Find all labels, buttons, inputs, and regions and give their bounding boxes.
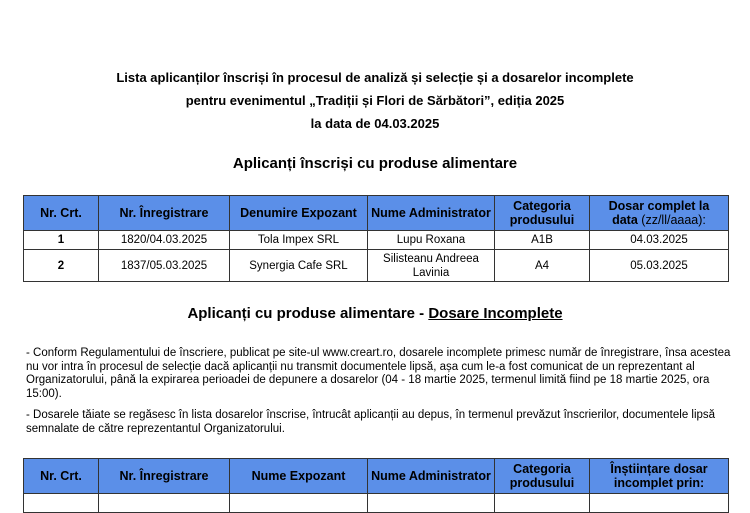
doc-title-line1: Lista aplicanților înscriși în procesul … <box>116 70 634 85</box>
col-denumire-expozant: Denumire Expozant <box>229 195 368 231</box>
col-nr-crt: Nr. Crt. <box>23 195 99 231</box>
cell: 1 <box>23 230 99 250</box>
table-header-row: Nr. Crt. Nr. Înregistrare Nume Expozant … <box>23 458 729 494</box>
cell: 1820/04.03.2025 <box>98 230 230 250</box>
section1-heading: Aplicanți înscriși cu produse alimentare <box>232 155 518 172</box>
note-incomplete-files: - Conform Regulamentului de înscriere, p… <box>26 347 731 400</box>
table-row: 2 1837/05.03.2025 Synergia Cafe SRL Sili… <box>23 249 729 282</box>
col-nr-inregistrare: Nr. Înregistrare <box>98 458 230 494</box>
col-instiintare: Înștiințare dosar incomplet prin: <box>589 458 729 494</box>
col-dosar-complet: Dosar complet la data (zz/ll/aaaa): <box>589 195 729 231</box>
incomplete-files-table: Nr. Crt. Nr. Înregistrare Nume Expozant … <box>23 458 729 513</box>
col-categoria: Categoria produsului <box>494 458 590 494</box>
section2-heading: Aplicanți cu produse alimentare - Dosare… <box>187 305 563 322</box>
table-row <box>23 493 729 513</box>
cell: A1B <box>494 230 590 250</box>
registered-applicants-table: Nr. Crt. Nr. Înregistrare Denumire Expoz… <box>23 195 729 282</box>
doc-title-line2: pentru evenimentul „Tradiții și Flori de… <box>185 93 565 108</box>
table-header-row: Nr. Crt. Nr. Înregistrare Denumire Expoz… <box>23 195 729 231</box>
cell: Lupu Roxana <box>367 230 495 250</box>
col-nr-crt: Nr. Crt. <box>23 458 99 494</box>
col-nr-inregistrare: Nr. Înregistrare <box>98 195 230 231</box>
col-nume-administrator: Nume Administrator <box>367 458 495 494</box>
cell: A4 <box>494 249 590 282</box>
cell: 05.03.2025 <box>589 249 729 282</box>
cell: 04.03.2025 <box>589 230 729 250</box>
cell: 2 <box>23 249 99 282</box>
col-nume-expozant: Nume Expozant <box>229 458 368 494</box>
cell: Tola Impex SRL <box>229 230 368 250</box>
doc-title-line3: la data de 04.03.2025 <box>310 116 440 131</box>
cell: 1837/05.03.2025 <box>98 249 230 282</box>
col-nume-administrator: Nume Administrator <box>367 195 495 231</box>
table-row: 1 1820/04.03.2025 Tola Impex SRL Lupu Ro… <box>23 230 729 250</box>
note-crossed-files: - Dosarele tăiate se regăsesc în lista d… <box>26 409 716 435</box>
cell: Silisteanu Andreea Lavinia <box>367 249 495 282</box>
col-categoria: Categoria produsului <box>494 195 590 231</box>
cell: Synergia Cafe SRL <box>229 249 368 282</box>
